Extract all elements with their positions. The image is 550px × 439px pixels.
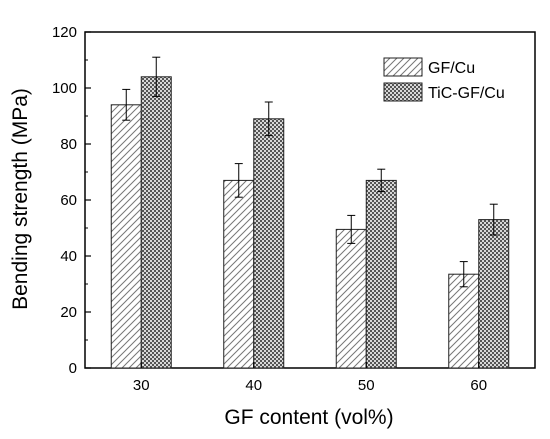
- legend: GF/Cu TiC-GF/Cu: [383, 57, 505, 102]
- y-axis-title: Bending strength (MPa): [9, 88, 32, 310]
- y-tick-label: 0: [69, 360, 77, 377]
- bar-tic-gf-cu-30: [140, 76, 172, 369]
- error-bar-gf-cu-50: [347, 214, 356, 244]
- x-axis-title: GF content (vol%): [224, 406, 393, 429]
- error-bar-gf-cu-40: [234, 163, 243, 198]
- error-bar-tic-gf-cu-50: [377, 168, 386, 193]
- x-tick-label: 50: [358, 377, 375, 394]
- y-tick-label: 100: [52, 80, 77, 97]
- y-tick-label: 80: [60, 136, 77, 153]
- x-tick-label: 40: [245, 377, 262, 394]
- error-bar-gf-cu-30: [122, 88, 131, 121]
- error-bar-tic-gf-cu-60: [489, 203, 498, 236]
- bar-tic-gf-cu-60: [478, 219, 510, 369]
- bar-gf-cu-30: [110, 104, 142, 369]
- legend-swatch-gf-cu: [383, 57, 423, 77]
- error-bar-gf-cu-60: [459, 261, 468, 288]
- bar-gf-cu-60: [448, 273, 480, 369]
- x-tick-label: 60: [470, 377, 487, 394]
- error-bar-tic-gf-cu-40: [264, 101, 273, 137]
- legend-swatch-tic-gf-cu: [383, 82, 423, 102]
- y-axis: 0 20 40 60 80 100 120: [52, 24, 91, 377]
- legend-label-tic-gf-cu: TiC-GF/Cu: [428, 85, 505, 102]
- error-bar-tic-gf-cu-30: [152, 56, 161, 97]
- bar-tic-gf-cu-50: [365, 179, 397, 369]
- y-tick-label: 60: [60, 192, 77, 209]
- bars-group: [110, 76, 510, 369]
- bar-gf-cu-50: [335, 228, 367, 369]
- y-tick-label: 20: [60, 304, 77, 321]
- y-tick-label: 40: [60, 248, 77, 265]
- legend-label-gf-cu: GF/Cu: [428, 60, 475, 77]
- x-axis: 30 40 50 60: [133, 362, 487, 394]
- bar-tic-gf-cu-40: [253, 118, 285, 369]
- error-bars-group: [122, 56, 498, 288]
- x-tick-label: 30: [133, 377, 150, 394]
- bar-gf-cu-40: [223, 179, 255, 369]
- y-tick-label: 120: [52, 24, 77, 41]
